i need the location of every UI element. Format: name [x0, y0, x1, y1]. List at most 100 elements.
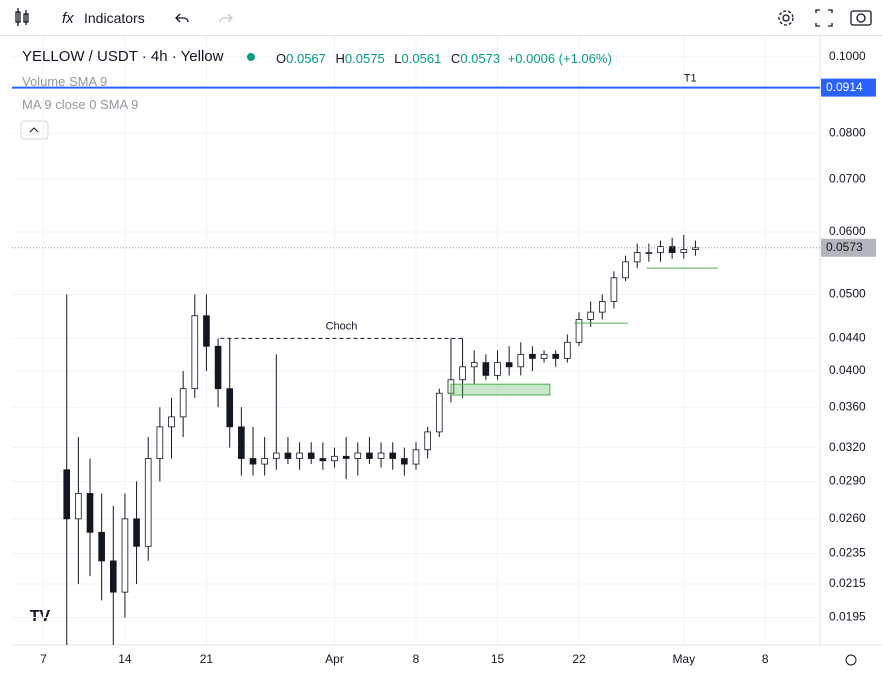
candle-body: [214, 345, 222, 390]
y-tick-label: 0.0700: [829, 171, 866, 185]
candle-body: [610, 277, 618, 302]
candle-body: [552, 353, 560, 359]
toolbar-icons: fx: [15, 8, 872, 27]
ma-indicator[interactable]: MA 9 close 0 SMA 9: [22, 97, 139, 112]
x-tick-label: May: [672, 652, 695, 666]
candle-body: [622, 261, 629, 279]
candle-body: [191, 315, 199, 390]
candle-body: [564, 341, 571, 359]
o-key: O: [276, 51, 287, 66]
candle-body: [109, 560, 117, 593]
candle-body: [75, 493, 82, 520]
candle-body: [319, 458, 327, 462]
candle-body: [238, 426, 245, 459]
h-key: H: [335, 51, 345, 66]
x-tick-label: 15: [491, 652, 505, 666]
tv-logo: TV: [30, 608, 51, 625]
status-dot: [247, 53, 255, 61]
x-tick-label: 14: [118, 652, 132, 666]
candle-body: [540, 353, 548, 359]
x-tick-label: 7: [40, 652, 47, 666]
target-price-label: 0.0914: [826, 80, 863, 94]
collapse-button[interactable]: [20, 120, 49, 140]
change: +0.0006 (+1.06%): [507, 51, 612, 66]
y-tick-label: 0.0235: [829, 546, 866, 560]
y-tick-label: 0.0260: [829, 511, 866, 525]
symbol: YELLOW / USDT · 4h · Yellow: [22, 48, 224, 65]
high: 0.0575: [344, 51, 385, 66]
candle-body: [261, 458, 268, 465]
candle-body: [692, 247, 699, 250]
demand-zone: [450, 383, 551, 396]
x-tick-label: 8: [413, 652, 420, 666]
y-tick-label: 0.0440: [829, 331, 866, 345]
y-tick-label: 0.0800: [829, 125, 866, 139]
candle-body: [86, 493, 94, 533]
y-tick-label: 0.0320: [829, 440, 866, 454]
y-tick-label: 0.1000: [829, 49, 866, 63]
y-tick-label: 0.0500: [829, 287, 866, 301]
candle-body: [121, 518, 129, 593]
x-tick-label: 8: [762, 652, 769, 666]
candle-body: [389, 452, 397, 459]
settings-icon[interactable]: [845, 654, 857, 666]
x-tick-label: 22: [572, 652, 586, 666]
candle-body: [179, 388, 187, 418]
candle-body: [470, 362, 478, 368]
candle-body: [482, 362, 490, 376]
y-tick-label: 0.0360: [829, 399, 866, 413]
candle-body: [575, 319, 583, 343]
candle-body: [494, 362, 501, 376]
candle-body: [517, 353, 525, 368]
candle-body: [412, 449, 420, 465]
candle-body: [272, 452, 280, 459]
ohlc: O0.0567 H0.0575 L0.0561 C0.0573 +0.0006 …: [270, 51, 612, 66]
candle-body: [401, 458, 408, 465]
y-tick-label: 0.0215: [829, 576, 866, 590]
candle-body: [203, 315, 210, 347]
target-label: T1: [684, 72, 697, 84]
candle-body: [296, 452, 303, 459]
candle-body: [249, 458, 257, 465]
candle-body: [668, 246, 676, 253]
candle-body: [226, 388, 234, 428]
candle-body: [156, 426, 164, 459]
candle-body: [98, 531, 105, 562]
candle-body: [168, 416, 175, 428]
toolbar: fx Indicators: [0, 0, 882, 36]
candle-body: [377, 452, 385, 459]
fx-icon: fx: [62, 10, 74, 27]
y-tick-label: 0.0195: [829, 610, 866, 624]
y-tick-label: 0.0400: [829, 363, 866, 377]
candle-body: [331, 455, 338, 462]
x-tick-label: 21: [200, 652, 214, 666]
candle-body: [133, 518, 140, 547]
l-key: L: [394, 51, 402, 66]
candle-body: [447, 379, 455, 394]
volume-indicator[interactable]: Volume SMA 9: [22, 74, 108, 89]
candle-body: [342, 455, 350, 459]
candle-body: [645, 252, 653, 254]
close: 0.0573: [460, 51, 501, 66]
c-key: C: [450, 51, 461, 66]
candle-body: [63, 469, 71, 520]
candle-body: [144, 458, 152, 547]
candle-body: [366, 452, 373, 459]
candle-body: [657, 246, 664, 253]
candle-body: [598, 301, 606, 313]
last-price-box: [821, 238, 876, 257]
candle-body: [680, 249, 688, 253]
x-tick-label: Apr: [325, 652, 344, 666]
low: 0.0561: [401, 51, 442, 66]
last-price-label: 0.0573: [826, 240, 863, 254]
candle-body: [529, 353, 536, 359]
candle-body: [354, 452, 362, 459]
y-tick-label: 0.0290: [829, 474, 866, 488]
candle-body: [307, 452, 315, 459]
candle-body: [284, 452, 292, 459]
candle-body: [587, 311, 594, 320]
indicators-button[interactable]: Indicators: [84, 10, 145, 26]
y-tick-label: 0.0600: [829, 224, 866, 238]
choch-label: Choch: [326, 320, 358, 332]
